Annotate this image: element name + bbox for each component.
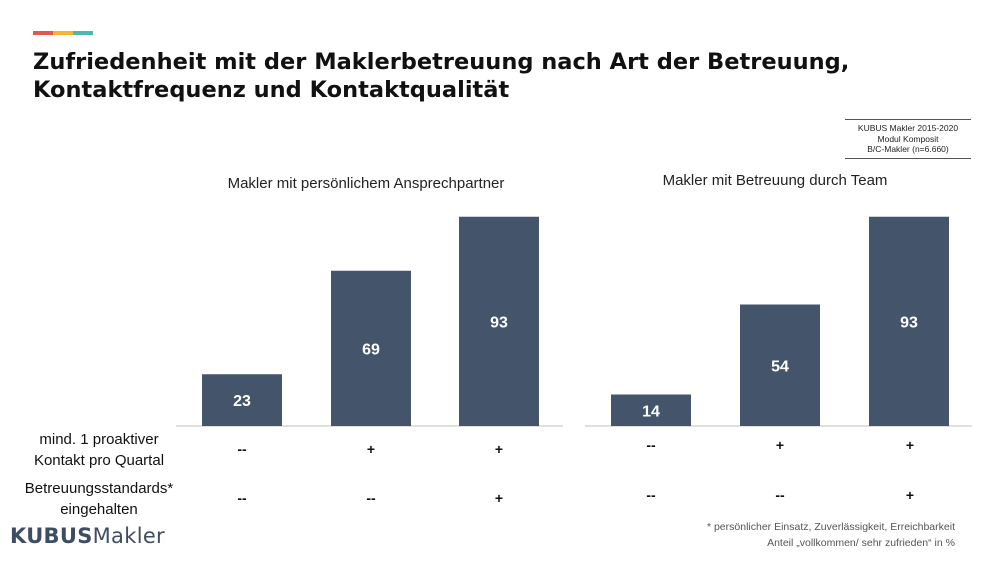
logo-bold-text: KUBUS (10, 524, 93, 548)
chart-1-standards-symbol: -- (366, 490, 376, 506)
chart-2-title: Makler mit Betreuung durch Team (662, 172, 888, 189)
chart-1-data-label: 93 (490, 314, 508, 331)
chart-2-data-label: 14 (642, 403, 660, 420)
chart-1-proactive-symbol: -- (237, 441, 247, 457)
chart-1-standards-symbol: + (494, 490, 504, 506)
page-title-line-1: Zufriedenheit mit der Maklerbetreuung na… (33, 49, 850, 75)
accent-bar-yellow (53, 31, 73, 35)
chart-1-bar (331, 270, 411, 426)
footnote-line-1: * persönlicher Einsatz, Zuverlässigkeit,… (706, 521, 955, 533)
source-line-2: Modul Komposit (877, 133, 939, 144)
source-line-1: KUBUS Makler 2015-2020 (857, 123, 959, 133)
source-note: KUBUS Makler 2015-2020 Modul Komposit B/… (845, 119, 971, 159)
footnote: * persönlicher Einsatz, Zuverlässigkeit,… (707, 519, 955, 551)
chart-2-proactive-symbol: + (775, 437, 785, 453)
logo-regular-text: Makler (92, 524, 165, 548)
chart-2-standards-symbol: -- (646, 487, 656, 503)
page-title-line-2: Kontaktfrequenz und Kontaktqualität (33, 77, 510, 103)
accent-bar-teal (73, 31, 93, 35)
chart-2-data-label: 54 (771, 358, 789, 375)
source-line-3: B/C-Makler (n=6.660) (867, 144, 949, 154)
chart-1-bar (459, 216, 539, 426)
chart-1-title: Makler mit persönlichem Ansprechpartner (227, 175, 505, 192)
kubus-makler-logo: KUBUSMakler (10, 524, 165, 548)
chart-1-data-label: 69 (362, 341, 380, 358)
chart-2-bar (869, 216, 949, 426)
row-label-proactive-line-1: mind. 1 proaktiver (39, 431, 159, 448)
row-label-proactive-line-2: Kontakt pro Quartal (33, 452, 165, 469)
page-title: Zufriedenheit mit der Maklerbetreuung na… (33, 48, 973, 104)
chart-2-standards-symbol: -- (775, 487, 785, 503)
row-label-proactive-contact: mind. 1 proaktiver Kontakt pro Quartal (10, 429, 188, 471)
chart-1-data-label: 23 (233, 393, 251, 410)
chart-2-data-label: 93 (900, 314, 918, 331)
chart-2-bar (740, 304, 820, 426)
chart-2-bar (611, 394, 691, 426)
chart-1-standards-symbol: -- (237, 490, 247, 506)
accent-bar-red (33, 31, 53, 35)
chart-1-proactive-symbol: + (366, 441, 376, 457)
row-label-standards: Betreuungsstandards* eingehalten (10, 478, 188, 520)
chart-1-bar (202, 374, 282, 426)
chart-2-proactive-symbol: + (905, 437, 915, 453)
chart-2-proactive-symbol: -- (646, 437, 656, 453)
chart-2-standards-symbol: + (905, 487, 915, 503)
footnote-line-2: Anteil „vollkommen/ sehr zufrieden“ in % (767, 537, 955, 549)
row-label-standards-line-1: Betreuungsstandards* (24, 480, 174, 497)
row-label-standards-line-2: eingehalten (60, 501, 138, 518)
chart-1-proactive-symbol: + (494, 441, 504, 457)
